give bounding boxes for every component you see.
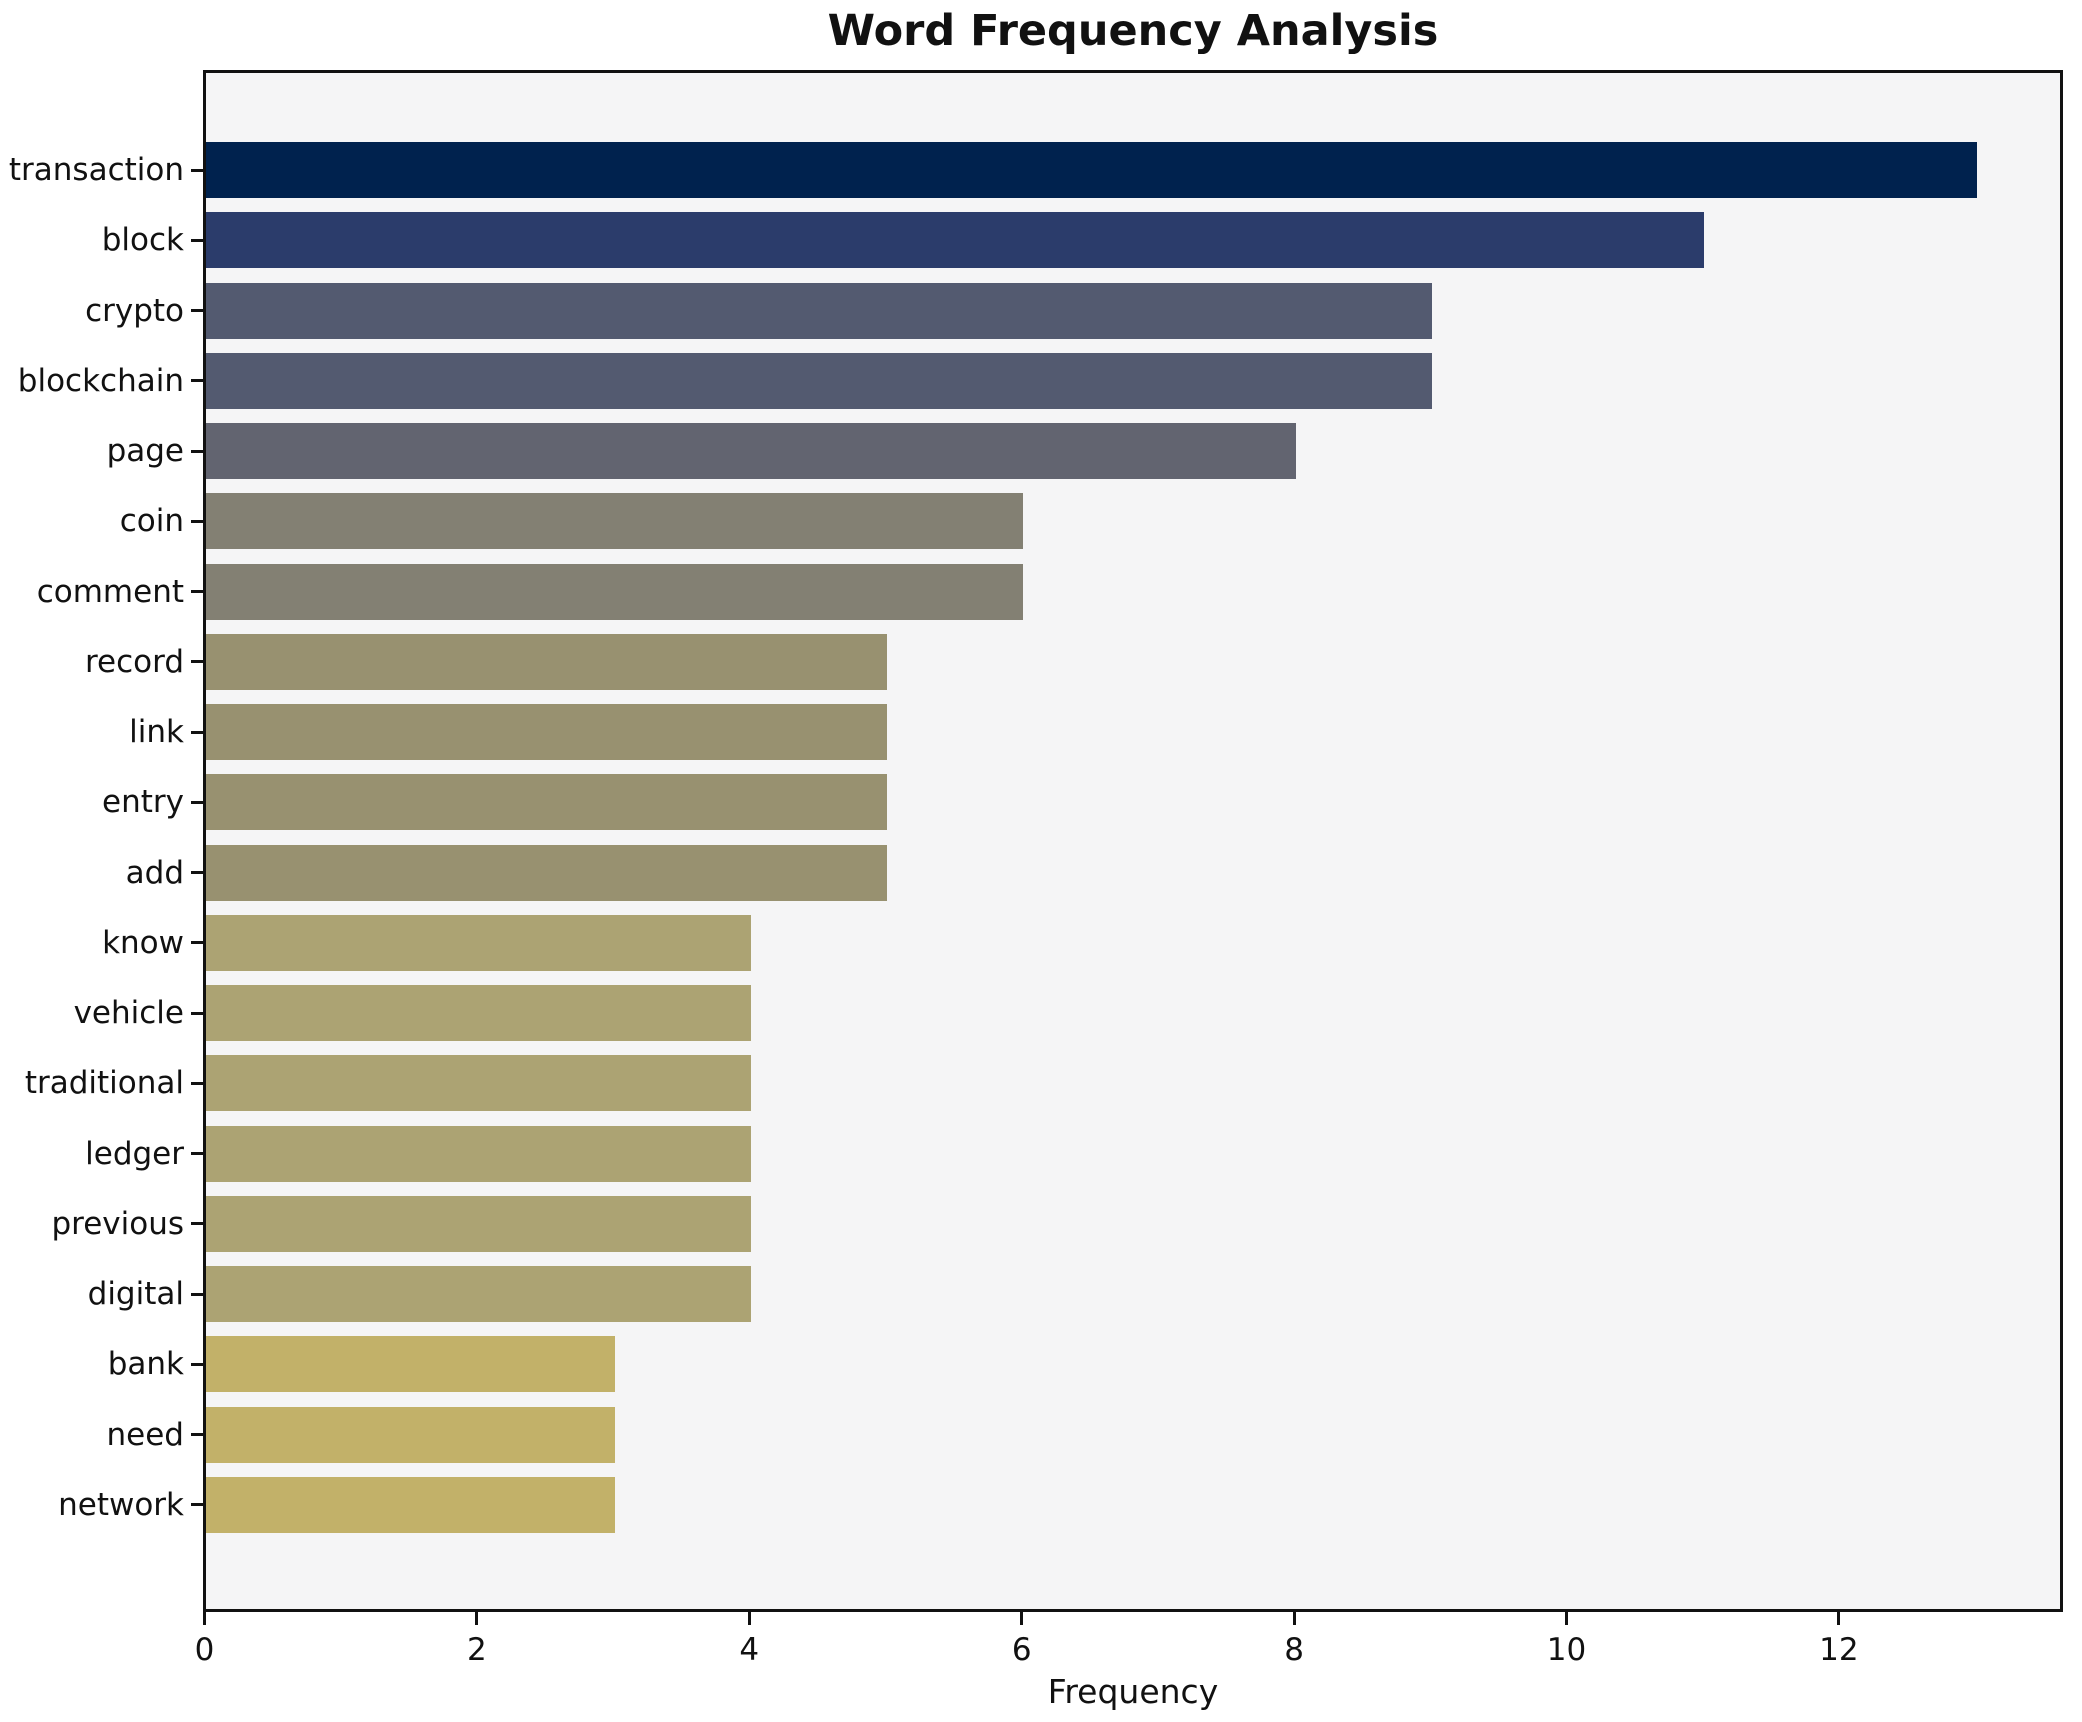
y-tick-label-blockchain: blockchain xyxy=(17,362,184,399)
y-tick-mark xyxy=(191,871,203,875)
y-tick-mark xyxy=(191,379,203,383)
y-tick-mark xyxy=(191,800,203,804)
bar-transaction xyxy=(206,142,1977,198)
bar-link xyxy=(206,704,887,761)
chart-title: Word Frequency Analysis xyxy=(827,6,1439,56)
y-tick-mark xyxy=(191,660,203,664)
y-tick-mark xyxy=(191,1222,203,1226)
y-tick-mark xyxy=(191,168,203,172)
y-tick-mark xyxy=(191,1503,203,1507)
bar-entry xyxy=(206,774,887,831)
y-tick-mark xyxy=(191,1362,203,1366)
bars-group xyxy=(206,73,2060,1609)
bar-crypto xyxy=(206,282,1432,339)
bar-record xyxy=(206,633,887,690)
y-tick-label-coin: coin xyxy=(119,503,184,540)
bar-block xyxy=(206,212,1705,269)
bar-coin xyxy=(206,493,1024,550)
y-tick-label-add: add xyxy=(125,854,184,891)
x-tick-label-2: 2 xyxy=(467,1632,487,1668)
y-tick-label-block: block xyxy=(101,222,184,259)
x-tick-mark xyxy=(203,1612,206,1625)
x-tick-mark xyxy=(475,1612,479,1625)
y-tick-mark xyxy=(191,590,203,594)
y-tick-label-traditional: traditional xyxy=(24,1065,184,1102)
y-tick-label-vehicle: vehicle xyxy=(73,995,184,1032)
x-tick-mark xyxy=(1020,1612,1024,1625)
y-tick-label-transaction: transaction xyxy=(8,152,184,188)
bar-blockchain xyxy=(206,352,1432,409)
y-tick-label-network: network xyxy=(58,1486,184,1523)
x-tick-mark xyxy=(747,1612,751,1625)
y-tick-mark xyxy=(191,1011,203,1015)
x-tick-label-6: 6 xyxy=(1011,1632,1032,1668)
x-axis-label: Frequency xyxy=(1047,1672,1219,1711)
bar-page xyxy=(206,423,1296,480)
y-tick-mark xyxy=(191,449,203,453)
x-tick-label-4: 4 xyxy=(739,1632,760,1668)
y-tick-mark xyxy=(191,941,203,945)
y-tick-label-link: link xyxy=(129,714,184,751)
y-tick-mark xyxy=(191,238,203,242)
x-tick-label-0: 0 xyxy=(194,1632,215,1668)
bar-comment xyxy=(206,563,1024,620)
bar-vehicle xyxy=(206,985,751,1042)
bar-previous xyxy=(206,1195,751,1252)
x-tick-mark xyxy=(1837,1612,1841,1625)
x-tick-label-10: 10 xyxy=(1546,1632,1587,1668)
y-tick-label-comment: comment xyxy=(36,573,184,610)
y-tick-mark xyxy=(191,1433,203,1437)
plot-area xyxy=(203,70,2063,1612)
y-tick-mark xyxy=(191,1292,203,1296)
bar-ledger xyxy=(206,1125,751,1182)
y-tick-mark xyxy=(191,1081,203,1085)
bar-traditional xyxy=(206,1055,751,1112)
x-tick-label-12: 12 xyxy=(1819,1632,1859,1668)
bar-network xyxy=(206,1476,615,1533)
bar-need xyxy=(206,1406,615,1463)
y-tick-label-record: record xyxy=(84,643,184,680)
y-tick-label-know: know xyxy=(102,924,184,961)
x-tick-label-8: 8 xyxy=(1284,1632,1304,1668)
y-tick-label-crypto: crypto xyxy=(85,292,184,329)
bar-know xyxy=(206,914,751,971)
x-tick-mark xyxy=(1565,1612,1568,1625)
y-tick-label-ledger: ledger xyxy=(85,1135,184,1172)
x-tick-mark xyxy=(1292,1612,1296,1625)
bar-add xyxy=(206,844,887,901)
y-tick-label-previous: previous xyxy=(51,1205,184,1242)
y-tick-label-digital: digital xyxy=(87,1276,184,1313)
y-tick-label-bank: bank xyxy=(107,1346,184,1383)
bar-digital xyxy=(206,1266,751,1323)
y-tick-label-page: page xyxy=(106,433,184,470)
y-tick-label-need: need xyxy=(106,1416,184,1453)
y-tick-mark xyxy=(191,519,203,523)
bar-bank xyxy=(206,1336,615,1393)
y-tick-mark xyxy=(191,309,203,313)
y-tick-label-entry: entry xyxy=(102,784,184,821)
y-tick-mark xyxy=(191,1152,203,1156)
y-tick-mark xyxy=(191,730,203,734)
